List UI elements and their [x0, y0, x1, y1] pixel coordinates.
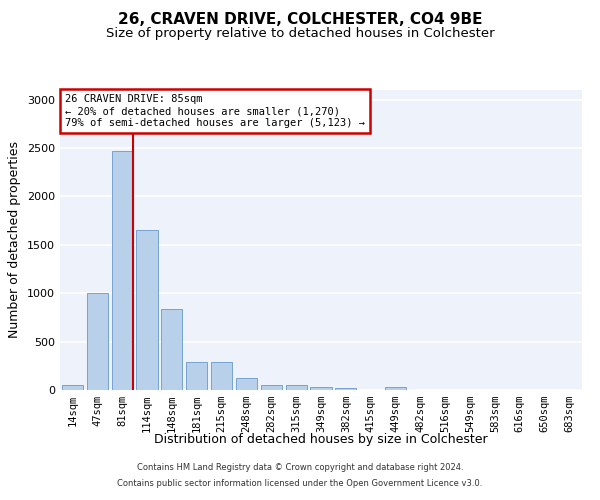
- Bar: [211, 362, 232, 390]
- Bar: [161, 308, 182, 390]
- Bar: [87, 293, 108, 390]
- Text: Size of property relative to detached houses in Colchester: Size of property relative to detached ho…: [106, 28, 494, 40]
- Bar: [261, 384, 282, 390]
- Bar: [236, 378, 257, 390]
- Text: 26 CRAVEN DRIVE: 85sqm
← 20% of detached houses are smaller (1,270)
79% of semi-: 26 CRAVEN DRIVE: 85sqm ← 20% of detached…: [65, 94, 365, 128]
- Bar: [62, 385, 83, 390]
- Text: 26, CRAVEN DRIVE, COLCHESTER, CO4 9BE: 26, CRAVEN DRIVE, COLCHESTER, CO4 9BE: [118, 12, 482, 28]
- Bar: [385, 387, 406, 390]
- Bar: [286, 385, 307, 390]
- Bar: [310, 386, 332, 390]
- Text: Distribution of detached houses by size in Colchester: Distribution of detached houses by size …: [154, 432, 488, 446]
- Bar: [112, 151, 133, 390]
- Bar: [335, 388, 356, 390]
- Text: Contains public sector information licensed under the Open Government Licence v3: Contains public sector information licen…: [118, 478, 482, 488]
- Bar: [136, 230, 158, 390]
- Text: Contains HM Land Registry data © Crown copyright and database right 2024.: Contains HM Land Registry data © Crown c…: [137, 464, 463, 472]
- Y-axis label: Number of detached properties: Number of detached properties: [8, 142, 22, 338]
- Bar: [186, 362, 207, 390]
